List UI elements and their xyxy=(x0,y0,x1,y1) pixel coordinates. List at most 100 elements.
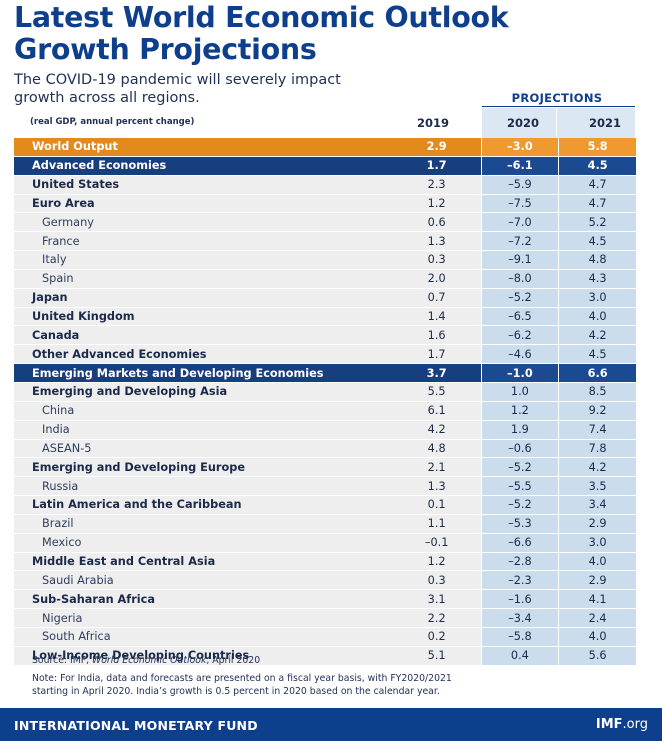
source-note: Source: IMF, World Economic Outlook, Apr… xyxy=(32,655,260,666)
value-2021: 2.9 xyxy=(558,514,636,533)
value-2019: 4.8 xyxy=(392,439,481,458)
value-2020: 0.4 xyxy=(480,646,559,665)
value-2020: –6.6 xyxy=(480,533,559,552)
value-2021: 2.4 xyxy=(558,609,636,627)
value-2019: 1.4 xyxy=(392,307,481,326)
footnote-line-1: Note: For India, data and forecasts are … xyxy=(32,673,452,684)
table-row: India 4.2 1.9 7.4 xyxy=(14,419,636,439)
value-2020: –1.6 xyxy=(480,590,559,609)
value-2020: –3.4 xyxy=(480,609,559,627)
value-2020: –2.8 xyxy=(480,552,559,571)
value-2019: 2.2 xyxy=(392,609,481,627)
row-label: Emerging Markets and Developing Economie… xyxy=(14,364,393,382)
title-line-1: Latest World Economic Outlook xyxy=(14,1,509,34)
row-label: Low-Income Developing Countries xyxy=(14,646,393,665)
row-label: Canada xyxy=(14,326,393,345)
value-2021: 8.5 xyxy=(558,382,636,401)
row-label: World Output xyxy=(14,138,393,156)
footer-organization: INTERNATIONAL MONETARY FUND xyxy=(14,718,258,733)
row-label: Saudi Arabia xyxy=(14,571,393,590)
value-2020: –7.0 xyxy=(480,213,559,232)
value-2021: 3.5 xyxy=(558,477,636,496)
value-2019: 2.3 xyxy=(392,175,481,194)
value-2019: 6.1 xyxy=(392,401,481,420)
value-2020: –5.2 xyxy=(480,458,559,477)
value-2019: 0.3 xyxy=(392,251,481,269)
row-label: Advanced Economies xyxy=(14,156,393,175)
value-2021: 4.2 xyxy=(558,458,636,477)
value-2021: 4.0 xyxy=(558,307,636,326)
value-2020: –4.6 xyxy=(480,345,559,364)
footnote: Note: For India, data and forecasts are … xyxy=(32,673,592,698)
footnote-line-2: starting in April 2020. India’s growth i… xyxy=(32,685,440,697)
row-label: Latin America and the Caribbean xyxy=(14,496,393,514)
value-2020: –6.1 xyxy=(480,156,559,175)
table-row: South Africa 0.2 –5.8 4.0 xyxy=(14,626,636,646)
footer-site-link[interactable]: IMF.org xyxy=(596,717,648,732)
value-2021: 7.8 xyxy=(558,439,636,458)
row-label: Middle East and Central Asia xyxy=(14,552,393,571)
units-note: (real GDP, annual percent change) xyxy=(30,117,195,127)
value-2021: 3.0 xyxy=(558,533,636,552)
table-row: Emerging and Developing Asia 5.5 1.0 8.5 xyxy=(14,381,636,401)
table-row: Italy 0.3 –9.1 4.8 xyxy=(14,250,636,269)
value-2019: –0.1 xyxy=(392,533,481,552)
table-row: Emerging Markets and Developing Economie… xyxy=(14,363,636,382)
projections-divider xyxy=(556,108,557,138)
value-2021: 4.3 xyxy=(558,269,636,288)
page-title: Latest World Economic Outlook Growth Pro… xyxy=(14,2,654,66)
row-label: Brazil xyxy=(14,514,393,533)
table-row: China 6.1 1.2 9.2 xyxy=(14,400,636,420)
table-row: World Output 2.9 –3.0 5.8 xyxy=(14,138,636,156)
growth-table: World Output 2.9 –3.0 5.8 Advanced Economies… xyxy=(14,138,636,665)
column-header-2020: 2020 xyxy=(506,116,539,130)
row-label: South Africa xyxy=(14,627,393,646)
table-row: Nigeria 2.2 –3.4 2.4 xyxy=(14,608,636,627)
row-label: Spain xyxy=(14,269,393,288)
table-row: Saudi Arabia 0.3 –2.3 2.9 xyxy=(14,570,636,590)
row-label: Nigeria xyxy=(14,609,393,627)
value-2019: 1.7 xyxy=(392,156,481,175)
value-2021: 9.2 xyxy=(558,401,636,420)
value-2021: 4.5 xyxy=(558,345,636,364)
value-2021: 3.4 xyxy=(558,496,636,514)
table-row: Advanced Economies 1.7 –6.1 4.5 xyxy=(14,155,636,175)
table-row: Mexico –0.1 –6.6 3.0 xyxy=(14,532,636,552)
value-2020: –7.5 xyxy=(480,194,559,213)
value-2019: 1.6 xyxy=(392,326,481,345)
value-2021: 3.0 xyxy=(558,288,636,307)
value-2019: 1.2 xyxy=(392,194,481,213)
value-2019: 2.0 xyxy=(392,269,481,288)
footer-bar: INTERNATIONAL MONETARY FUND IMF.org xyxy=(0,708,662,741)
value-2020: –5.3 xyxy=(480,514,559,533)
value-2021: 7.4 xyxy=(558,420,636,439)
value-2020: –5.8 xyxy=(480,627,559,646)
value-2020: –1.0 xyxy=(480,364,559,382)
projections-label: PROJECTIONS xyxy=(511,91,603,105)
row-label: Euro Area xyxy=(14,194,393,213)
row-label: Italy xyxy=(14,251,393,269)
subtitle-line-1: The COVID-19 pandemic will severely impa… xyxy=(14,72,341,88)
table-row: Emerging and Developing Europe 2.1 –5.2 4.2 xyxy=(14,457,636,477)
value-2021: 2.9 xyxy=(558,571,636,590)
value-2021: 5.2 xyxy=(558,213,636,232)
value-2019: 3.7 xyxy=(392,364,481,382)
value-2020: –2.3 xyxy=(480,571,559,590)
subtitle: The COVID-19 pandemic will severely impa… xyxy=(14,71,444,107)
table-row: France 1.3 –7.2 4.5 xyxy=(14,231,636,251)
value-2019: 3.1 xyxy=(392,590,481,609)
column-header-2019: 2019 xyxy=(416,116,449,130)
table-row: Middle East and Central Asia 1.2 –2.8 4.0 xyxy=(14,551,636,571)
value-2019: 5.5 xyxy=(392,382,481,401)
value-2021: 4.7 xyxy=(558,175,636,194)
footer-site-name: IMF xyxy=(595,717,623,732)
table-row: Sub-Saharan Africa 3.1 –1.6 4.1 xyxy=(14,589,636,609)
value-2021: 4.7 xyxy=(558,194,636,213)
footer-site-domain: .org xyxy=(622,717,648,732)
value-2019: 0.3 xyxy=(392,571,481,590)
table-row: Japan 0.7 –5.2 3.0 xyxy=(14,287,636,307)
value-2021: 4.5 xyxy=(558,232,636,251)
value-2019: 4.2 xyxy=(392,420,481,439)
value-2019: 1.2 xyxy=(392,552,481,571)
row-label: Germany xyxy=(14,213,393,232)
